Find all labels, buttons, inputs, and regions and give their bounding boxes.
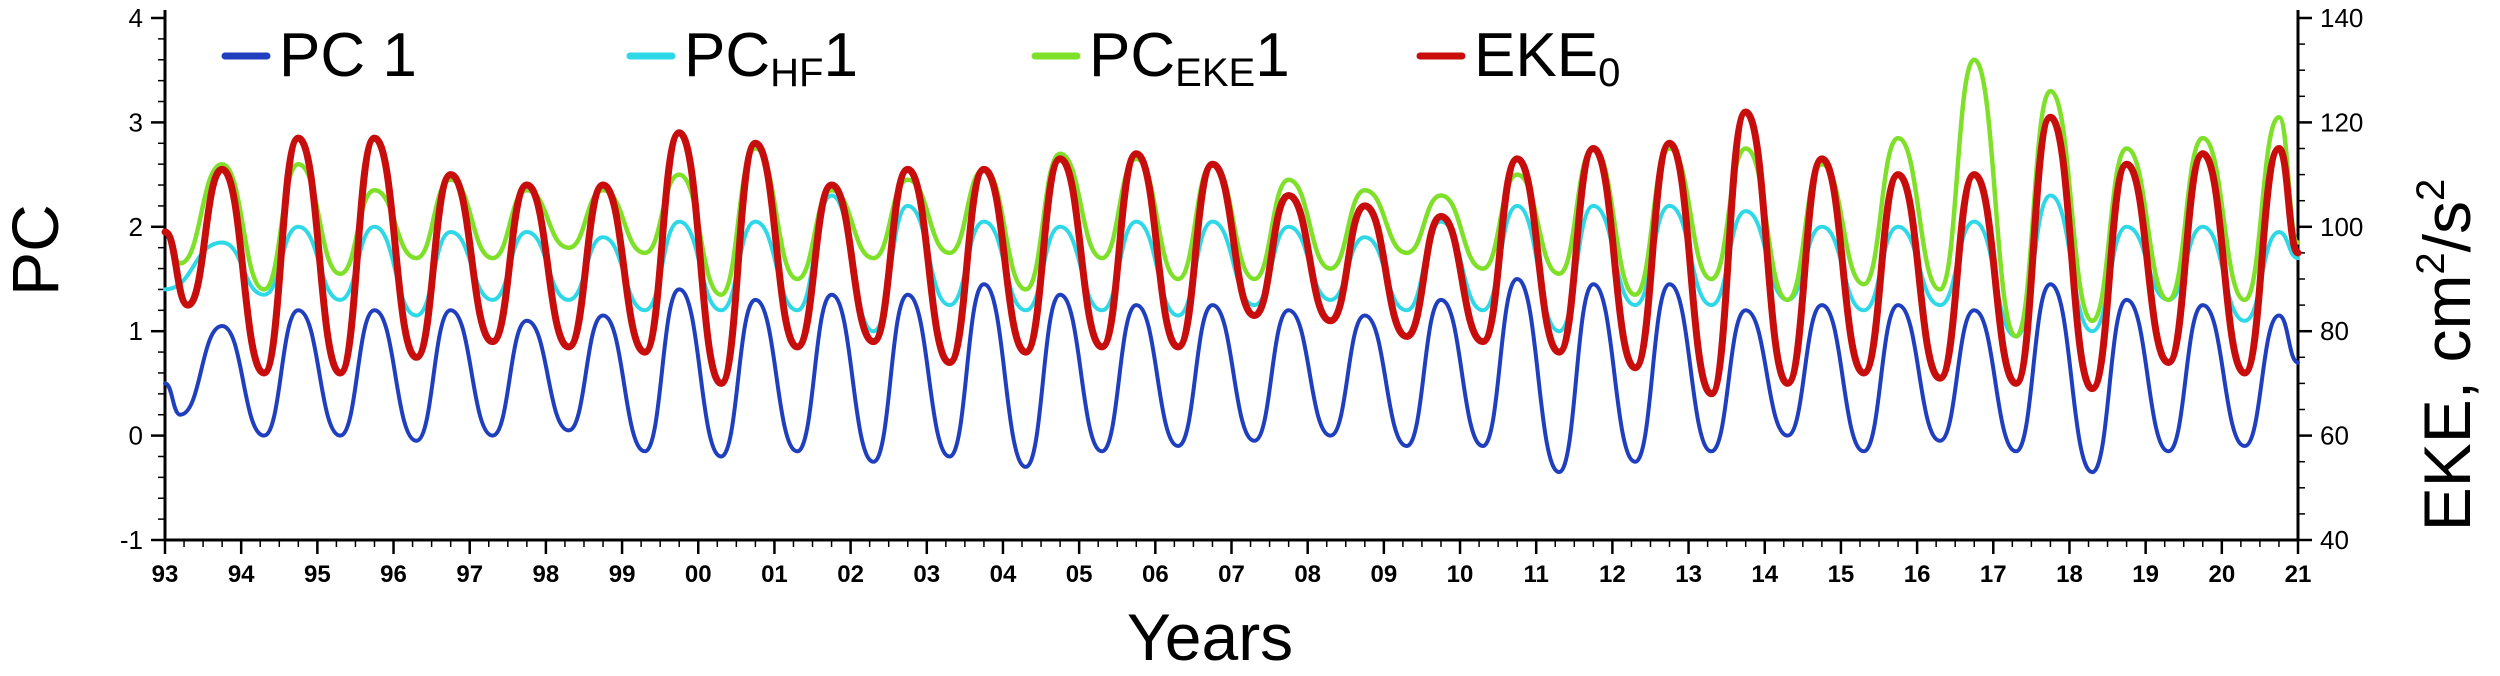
x-tick-label: 11 — [1524, 561, 1549, 588]
x-tick-label: 20 — [2208, 561, 2235, 588]
y-left-tick-label: 4 — [129, 3, 143, 33]
x-tick-label: 12 — [1599, 561, 1626, 588]
x-tick-label: 05 — [1066, 561, 1093, 588]
x-tick-label: 09 — [1371, 561, 1398, 588]
x-tick-label: 15 — [1828, 561, 1855, 588]
legend-label: PC 1 — [279, 21, 417, 90]
legend-label: PCEKE1 — [1089, 21, 1290, 95]
x-tick-label: 04 — [990, 561, 1017, 588]
y-right-tick-label: 100 — [2320, 212, 2363, 242]
y-left-tick-label: 2 — [129, 212, 143, 242]
axes: 93 94 95 96 97 98 99 00 01 02 03 04 05 06 07 08 09 10 11 12… — [120, 3, 2364, 588]
legend: PC 1 PCHF1 PCEKE1 EKE0 — [221, 21, 1620, 95]
x-tick-label: 14 — [1751, 561, 1778, 588]
x-tick-label: 00 — [685, 561, 712, 588]
y-right-tick-label: 80 — [2320, 316, 2349, 346]
y-left-tick-label: 0 — [129, 421, 143, 451]
y-axis-right-title-sup2: 2 — [2409, 179, 2453, 201]
y-axis-right-title-mid: /s — [2410, 201, 2484, 252]
x-tick-label: 13 — [1675, 561, 1702, 588]
legend-item: PCEKE1 — [1031, 21, 1290, 95]
y-left-tick-label: -1 — [120, 525, 143, 555]
series-line-pc-eke-1 — [162, 57, 2301, 339]
legend-item: PC 1 — [221, 21, 417, 90]
y-axis-right-title-sup1: 2 — [2409, 252, 2453, 274]
x-tick-label: 99 — [609, 561, 636, 588]
x-tick-label: 97 — [456, 561, 483, 588]
x-tick-label: 08 — [1294, 561, 1321, 588]
y-left-tick-label: 3 — [129, 107, 143, 137]
x-tick-label: 98 — [533, 561, 560, 588]
x-tick-label: 02 — [837, 561, 864, 588]
series-line-pc-hf-1 — [163, 193, 2300, 339]
x-tick-label: 03 — [913, 561, 940, 588]
x-tick-label: 94 — [228, 561, 255, 588]
y-axis-right-title: EKE, cm2/s2 — [2409, 179, 2484, 532]
x-tick-label: 06 — [1142, 561, 1169, 588]
series-layer — [161, 57, 2302, 475]
x-tick-label: 95 — [304, 561, 331, 588]
y-left-tick-label: 1 — [129, 316, 143, 346]
y-axis-left-title: PC — [0, 204, 72, 296]
legend-item: EKE0 — [1416, 21, 1620, 95]
legend-label: EKE0 — [1474, 21, 1620, 95]
x-tick-label: 93 — [152, 561, 179, 588]
series-line-pc-1 — [163, 277, 2300, 475]
y-right-tick-label: 120 — [2320, 107, 2363, 137]
y-right-tick-label: 140 — [2320, 3, 2363, 33]
y-right-tick-label: 60 — [2320, 421, 2349, 451]
x-tick-label: 17 — [1980, 561, 2007, 588]
x-tick-label: 07 — [1218, 561, 1245, 588]
x-tick-label: 21 — [2285, 561, 2312, 588]
x-axis-title: Years — [1127, 600, 1293, 674]
x-tick-label: 16 — [1904, 561, 1931, 588]
x-tick-label: 19 — [2132, 561, 2159, 588]
x-tick-label: 01 — [761, 561, 788, 588]
y-right-tick-label: 40 — [2320, 525, 2349, 555]
legend-item: PCHF1 — [626, 21, 858, 95]
legend-label: PCHF1 — [684, 21, 858, 95]
series-line-eke-0 — [161, 108, 2302, 398]
x-tick-label: 10 — [1447, 561, 1474, 588]
y-axis-right-title-main: EKE, cm — [2410, 275, 2484, 532]
x-tick-label: 96 — [380, 561, 407, 588]
x-tick-label: 18 — [2056, 561, 2083, 588]
